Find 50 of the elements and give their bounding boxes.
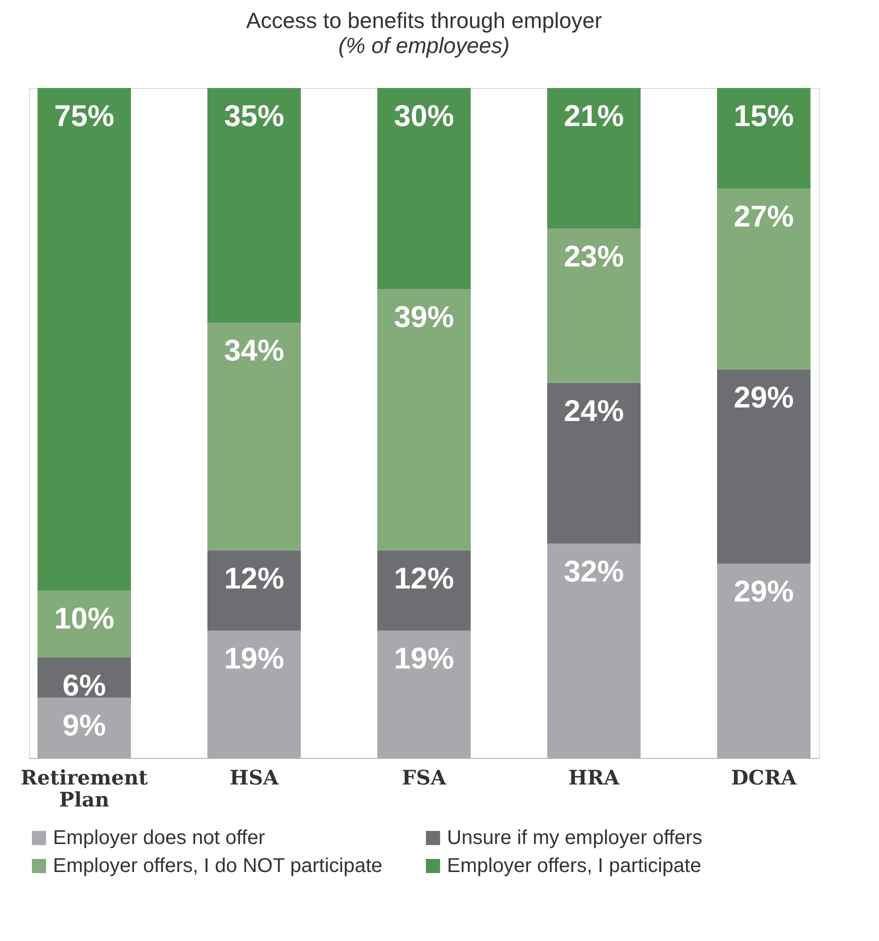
x-tick-label: HSA (230, 766, 280, 790)
bar (37, 590, 131, 658)
data-label: 10% (54, 602, 114, 636)
bar (207, 550, 301, 631)
x-tick-label: DCRA (731, 766, 797, 790)
data-label: 24% (564, 394, 624, 428)
data-label: 34% (224, 334, 284, 368)
bar (547, 382, 641, 544)
legend-label: Unsure if my employer offers (447, 827, 702, 849)
chart-subtitle: (% of employees) (338, 33, 510, 58)
x-tick-label: HRA (568, 766, 620, 790)
bar (377, 289, 471, 550)
bar (377, 630, 471, 758)
bar (37, 88, 131, 590)
data-label: 27% (734, 200, 794, 234)
bar (547, 88, 641, 229)
x-tick-label: Retirement Plan (20, 766, 149, 812)
bar (717, 564, 811, 758)
data-label: 23% (564, 240, 624, 274)
data-label: 75% (54, 100, 114, 133)
data-label: 19% (394, 642, 454, 676)
data-label: 30% (394, 100, 454, 133)
bar (37, 698, 131, 758)
legend-label: Employer does not offer (53, 827, 266, 849)
bar (377, 88, 471, 289)
bar (547, 544, 641, 758)
bar (377, 550, 471, 631)
legend-label: Employer offers, I participate (447, 855, 702, 877)
bar (207, 322, 301, 550)
data-label: 9% (62, 710, 106, 743)
bar (547, 228, 641, 383)
legend-label: Employer offers, I do NOT participate (53, 855, 382, 877)
data-label: 19% (224, 642, 284, 676)
data-label: 29% (734, 576, 794, 609)
x-tick-label: FSA (402, 766, 447, 790)
data-label: 39% (394, 301, 454, 334)
bar (207, 630, 301, 758)
data-label: 6% (62, 670, 106, 702)
data-label: 12% (224, 562, 284, 596)
bar (717, 188, 811, 370)
data-label: 29% (734, 381, 794, 414)
data-label: 35% (224, 100, 284, 133)
data-label: 15% (734, 100, 794, 133)
chart-title: Access to benefits through employer (246, 8, 602, 33)
data-label: 32% (564, 556, 624, 589)
data-label: 21% (564, 100, 624, 133)
bar (717, 88, 811, 188)
bar (717, 369, 811, 564)
data-label: 12% (394, 562, 454, 596)
bar (207, 88, 301, 322)
